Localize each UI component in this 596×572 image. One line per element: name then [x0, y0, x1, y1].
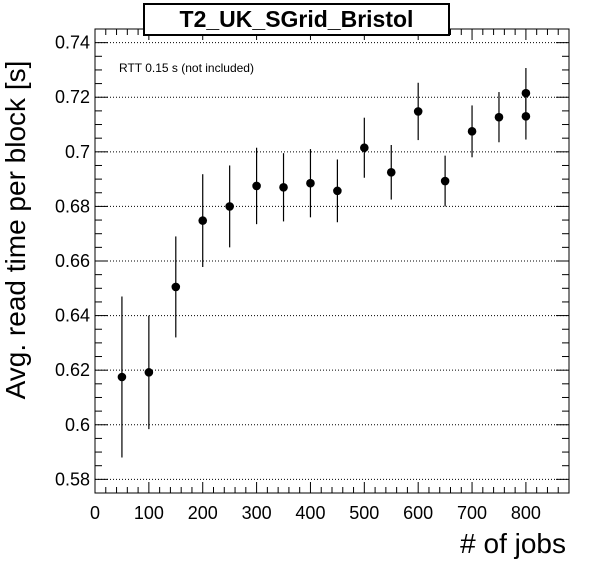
x-tick-label: 0	[90, 503, 100, 523]
point-marker	[252, 181, 261, 191]
data-point	[386, 145, 396, 200]
point-marker	[117, 372, 127, 382]
x-tick-label: 600	[403, 503, 433, 523]
point-marker	[360, 143, 369, 153]
point-marker	[225, 202, 234, 211]
y-tick-label: 0.64	[55, 306, 90, 326]
point-marker	[386, 167, 396, 177]
x-tick-label: 200	[188, 503, 218, 523]
point-marker	[494, 112, 504, 122]
point-marker	[467, 127, 477, 136]
x-tick-label: 700	[457, 503, 487, 523]
data-point	[413, 82, 423, 141]
y-tick-label: 0.68	[55, 196, 90, 216]
y-tick-label: 0.74	[55, 33, 90, 53]
x-axis-label: # of jobs	[460, 528, 566, 559]
y-tick-label: 0.66	[55, 251, 90, 271]
point-marker	[144, 368, 154, 377]
data-point	[521, 93, 531, 140]
point-marker	[306, 178, 315, 188]
data-point	[279, 153, 288, 222]
data-point	[225, 165, 234, 248]
y-tick-label: 0.58	[55, 469, 90, 489]
x-tick-label: 100	[134, 503, 164, 523]
point-marker	[198, 216, 208, 225]
x-tick-label: 300	[242, 503, 272, 523]
chart-annotation: RTT 0.15 s (not included)	[119, 61, 254, 75]
data-point	[144, 315, 154, 430]
data-point	[171, 236, 181, 338]
grid-lines	[95, 42, 569, 480]
y-tick-label: 0.6	[65, 415, 90, 435]
y-tick-label: 0.62	[55, 360, 90, 380]
data-point	[117, 296, 127, 458]
data-point	[252, 147, 261, 225]
point-marker	[440, 176, 450, 186]
point-marker	[279, 183, 288, 192]
y-axis-ticks: 0.58 0.6 0.62 0.64 0.66 0.68 0.7 0.72 0.74	[55, 28, 569, 494]
point-marker	[333, 186, 342, 196]
y-axis-label: Avg. read time per block [s]	[0, 60, 31, 400]
y-tick-label: 0.7	[65, 142, 90, 162]
data-point	[360, 117, 369, 178]
data-points	[117, 68, 531, 458]
data-point	[467, 105, 477, 158]
data-point	[306, 149, 315, 218]
point-marker	[521, 112, 531, 121]
data-point	[494, 92, 504, 143]
point-marker	[171, 282, 181, 292]
data-point	[333, 159, 342, 223]
x-tick-label: 500	[349, 503, 379, 523]
x-axis-ticks: 0 100 200 300 400 500 600 700 800	[90, 29, 570, 523]
x-tick-label: 400	[295, 503, 325, 523]
y-tick-label: 0.72	[55, 87, 90, 107]
x-tick-label: 800	[511, 503, 541, 523]
data-point	[440, 155, 450, 207]
data-point	[198, 174, 208, 268]
chart-title: T2_UK_SGrid_Bristol	[143, 3, 450, 36]
point-marker	[413, 107, 423, 116]
